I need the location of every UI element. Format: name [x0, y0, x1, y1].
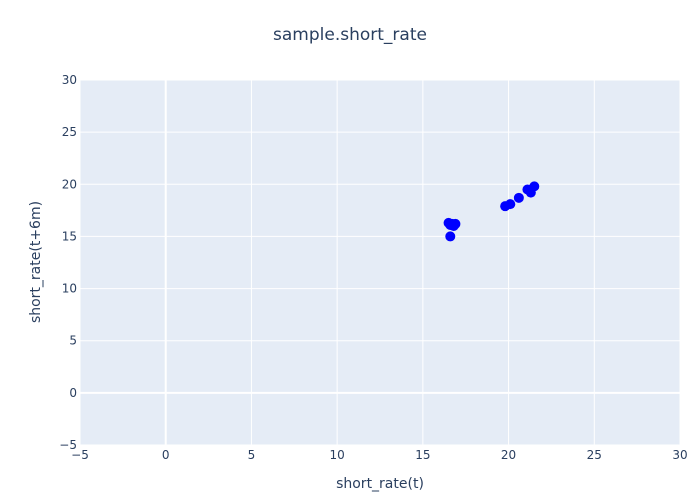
- data-point[interactable]: [505, 199, 516, 210]
- y-tick-label: 5: [69, 334, 77, 348]
- data-point[interactable]: [445, 231, 456, 242]
- data-points: [443, 181, 540, 242]
- grid-lines: [79, 79, 681, 446]
- y-axis-ticks: −5 0 5 10 15 20 25 30: [59, 73, 77, 452]
- data-point[interactable]: [529, 181, 540, 192]
- x-tick-label: 10: [330, 448, 345, 462]
- x-tick-label: 25: [587, 448, 602, 462]
- x-tick-label: 0: [162, 448, 170, 462]
- y-tick-label: 10: [62, 282, 77, 296]
- x-tick-label: 20: [501, 448, 516, 462]
- data-point[interactable]: [513, 192, 524, 203]
- x-tick-label: 30: [672, 448, 687, 462]
- y-tick-label: 30: [62, 73, 77, 87]
- chart-title: sample.short_rate: [273, 25, 427, 45]
- y-tick-label: 15: [62, 229, 77, 243]
- y-tick-label: 20: [62, 177, 77, 191]
- y-tick-label: −5: [59, 438, 77, 452]
- data-point[interactable]: [448, 221, 459, 231]
- y-tick-label: 25: [62, 125, 77, 139]
- x-tick-label: 5: [248, 448, 256, 462]
- x-axis-title: short_rate(t): [336, 476, 424, 492]
- x-tick-label: −5: [71, 448, 89, 462]
- y-axis-title: short_rate(t+6m): [28, 201, 44, 323]
- y-tick-label: 0: [69, 386, 77, 400]
- x-axis-ticks: −5 0 5 10 15 20 25 30: [71, 448, 687, 462]
- x-tick-label: 15: [415, 448, 430, 462]
- plot-background: [80, 80, 680, 445]
